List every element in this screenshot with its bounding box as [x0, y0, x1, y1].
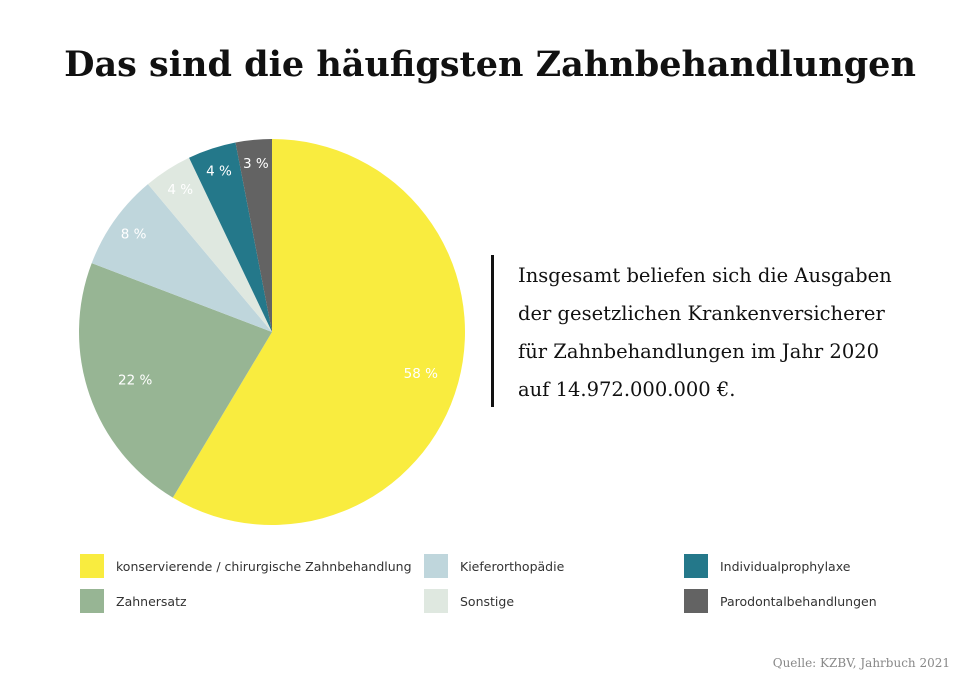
- note-line: für Zahnbehandlungen im Jahr 2020: [518, 340, 880, 363]
- legend-label: konservierende / chirurgische Zahnbehand…: [116, 558, 412, 574]
- legend-swatch: [80, 589, 104, 613]
- legend-item: Sonstige: [424, 589, 514, 613]
- slice-label: 3 %: [243, 156, 269, 172]
- slice-label: 22 %: [118, 372, 152, 388]
- summary-note: Insgesamt beliefen sich die Ausgaben der…: [491, 255, 892, 407]
- legend-item: Individualprophylaxe: [684, 554, 850, 578]
- note-line: Insgesamt beliefen sich die Ausgaben: [518, 264, 892, 287]
- slice-label: 58 %: [404, 366, 438, 382]
- legend-swatch: [424, 589, 448, 613]
- legend-item: Zahnersatz: [80, 589, 187, 613]
- note-line: der gesetzlichen Krankenversicherer: [518, 302, 885, 325]
- legend-swatch: [80, 554, 104, 578]
- legend-label: Kieferorthopädie: [460, 558, 565, 574]
- slice-label: 8 %: [121, 226, 147, 242]
- legend-label: Parodontalbehandlungen: [720, 593, 877, 609]
- legend-label: Sonstige: [460, 593, 515, 609]
- legend-item: Parodontalbehandlungen: [684, 589, 877, 613]
- pie-slice: [78, 263, 272, 498]
- chart-title: Das sind die häufigsten Zahnbehandlungen: [64, 44, 916, 85]
- pie-slice: [189, 142, 272, 332]
- slice-label: 4 %: [167, 182, 193, 198]
- legend-label: Zahnersatz: [116, 593, 187, 609]
- legend-swatch: [684, 554, 708, 578]
- pie-slice: [91, 184, 272, 332]
- pie-slice: [147, 157, 272, 332]
- pie-slice: [172, 139, 466, 525]
- slice-label: 4 %: [206, 164, 232, 180]
- legend-swatch: [424, 554, 448, 578]
- note-line: auf 14.972.000.000 €.: [518, 378, 736, 401]
- source-note: Quelle: KZBV, Jahrbuch 2021: [772, 656, 950, 670]
- legend-item: Kieferorthopädie: [424, 554, 564, 578]
- pie-slice: [235, 139, 272, 332]
- legend-swatch: [684, 589, 708, 613]
- legend-item: konservierende / chirurgische Zahnbehand…: [80, 554, 412, 578]
- legend-label: Individualprophylaxe: [720, 558, 851, 574]
